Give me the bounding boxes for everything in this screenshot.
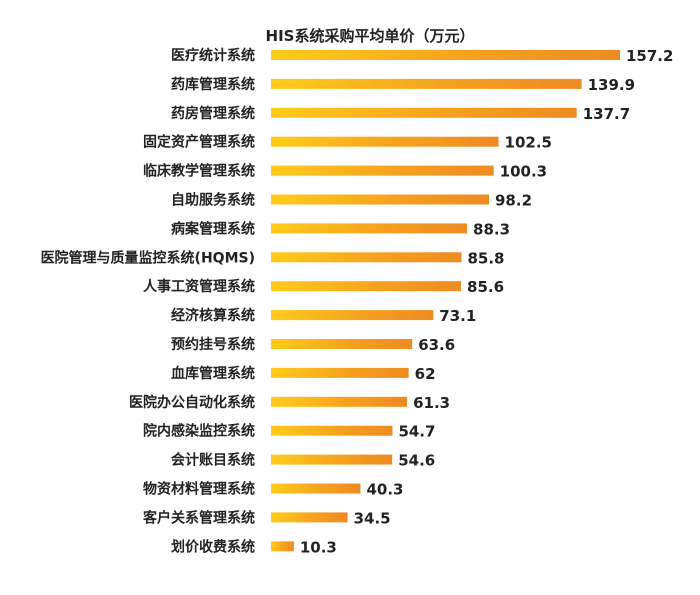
category-label: 人事工资管理系统 [143,278,255,295]
category-label: 病案管理系统 [171,220,255,237]
bar [271,252,462,263]
bar [271,50,620,60]
value-label: 54.7 [398,423,435,441]
bar [271,136,499,147]
value-label: 137.7 [583,105,630,123]
value-label: 62 [415,365,436,383]
bar [271,512,348,523]
bar [271,541,294,552]
category-label: 医院办公自动化系统 [129,394,255,411]
bar [271,310,434,321]
value-label: 54.6 [398,452,435,470]
category-label: 物资材料管理系统 [143,481,255,498]
bar [271,425,393,436]
category-label: 药库管理系统 [171,76,255,93]
category-label: 临床教学管理系统 [143,163,255,180]
bar [271,194,490,205]
value-label: 88.3 [473,220,510,238]
value-label: 85.8 [467,249,504,267]
value-label: 157.2 [626,47,673,65]
value-label: 139.9 [588,76,635,94]
value-label: 102.5 [505,134,552,152]
category-label: 药房管理系统 [171,105,255,122]
category-label: 会计账目系统 [171,452,255,469]
value-label: 34.5 [354,509,391,527]
bar [271,367,409,378]
bar [271,107,577,118]
bar [271,281,462,292]
category-label: 院内感染监控系统 [143,423,255,440]
bar [271,396,408,407]
value-label: 85.6 [467,278,504,296]
category-label: 医疗统计系统 [171,47,255,64]
bar [271,483,361,494]
value-label: 61.3 [413,394,450,412]
category-label: 预约挂号系统 [171,336,255,353]
value-label: 98.2 [495,192,532,210]
bar [271,454,393,465]
chart-title: HIS系统采购平均单价（万元） [266,27,475,45]
bar [271,78,582,89]
category-label: 固定资产管理系统 [143,134,255,151]
category-label: 自助服务系统 [171,192,255,209]
value-label: 63.6 [418,336,455,354]
category-label: 客户关系管理系统 [142,509,255,526]
value-label: 10.3 [300,538,337,556]
value-label: 40.3 [366,481,403,499]
category-label: 医院管理与质量监控系统(HQMS) [41,249,255,266]
category-label: 血库管理系统 [171,365,255,382]
category-label: 经济核算系统 [171,307,255,324]
value-label: 100.3 [500,163,547,181]
bar [271,339,413,349]
bar-group: 医疗统计系统 157.2 药库管理系统 139.9 药房管理系统 137.7 固定资产管理系… [41,47,674,556]
bar [271,223,468,234]
category-label: 划价收费系统 [171,538,255,555]
bar [271,165,494,176]
value-label: 73.1 [439,307,476,325]
